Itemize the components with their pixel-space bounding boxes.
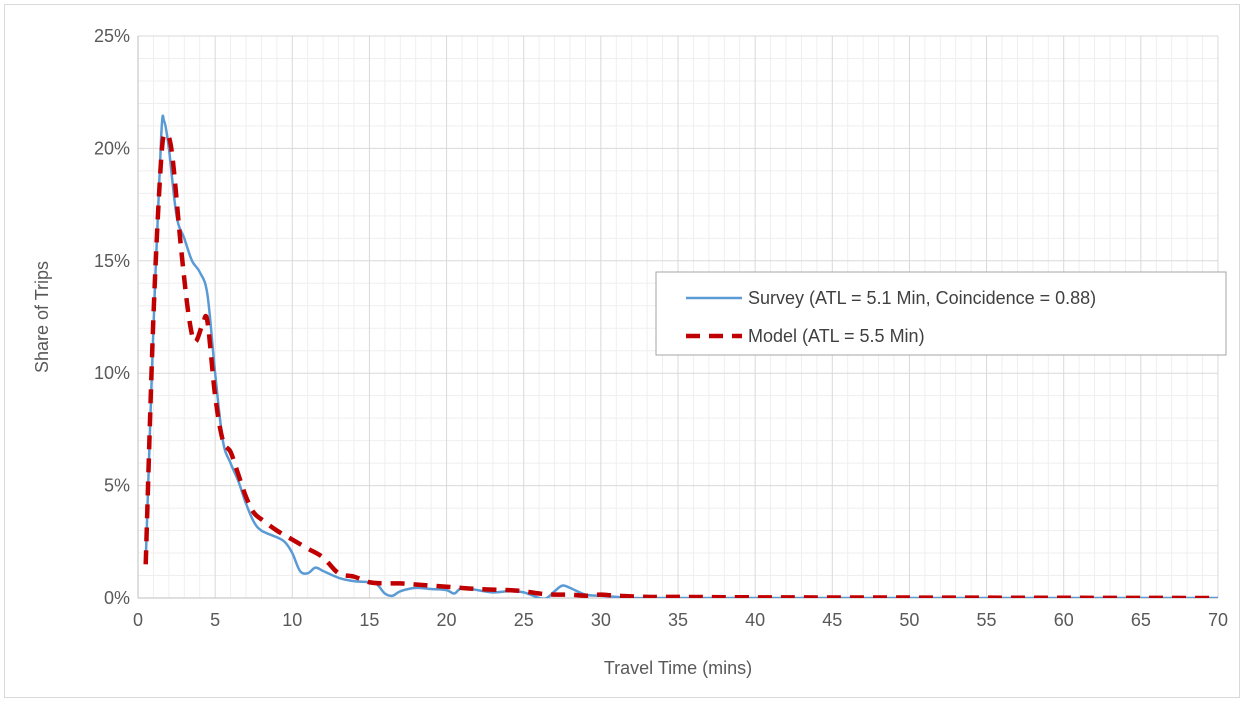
x-tick-label: 10 xyxy=(282,610,302,630)
series-layer xyxy=(143,114,1218,598)
model-series-line xyxy=(143,132,1218,598)
y-tick-label: 20% xyxy=(94,138,130,158)
y-tick-label: 10% xyxy=(94,363,130,383)
x-tick-label: 40 xyxy=(745,610,765,630)
x-tick-label: 5 xyxy=(210,610,220,630)
legend-box xyxy=(655,271,1227,356)
x-tick-label: 35 xyxy=(668,610,688,630)
y-tick-label: 25% xyxy=(94,26,130,46)
x-tick-label: 70 xyxy=(1208,610,1228,630)
x-tick-label: 20 xyxy=(437,610,457,630)
x-tick-label: 55 xyxy=(977,610,997,630)
y-axis-title: Share of Trips xyxy=(32,261,52,373)
x-tick-label: 30 xyxy=(591,610,611,630)
x-tick-label: 50 xyxy=(899,610,919,630)
y-tick-labels: 0% 5% 10% 15% 20% 25% xyxy=(94,26,130,608)
y-tick-label: 15% xyxy=(94,251,130,271)
x-tick-label: 25 xyxy=(514,610,534,630)
legend-survey-label: Survey (ATL = 5.1 Min, Coincidence = 0.8… xyxy=(748,288,1096,308)
survey-series-line xyxy=(144,114,1218,598)
x-tick-label: 0 xyxy=(133,610,143,630)
x-tick-label: 60 xyxy=(1054,610,1074,630)
x-tick-label: 65 xyxy=(1131,610,1151,630)
y-tick-label: 0% xyxy=(104,588,130,608)
x-tick-label: 15 xyxy=(359,610,379,630)
y-tick-label: 5% xyxy=(104,476,130,496)
legend: Survey (ATL = 5.1 Min, Coincidence = 0.8… xyxy=(655,271,1227,356)
x-tick-label: 45 xyxy=(822,610,842,630)
legend-model-label: Model (ATL = 5.5 Min) xyxy=(748,326,925,346)
x-axis-title: Travel Time (mins) xyxy=(604,658,752,678)
x-tick-labels: 0 5 10 15 20 25 30 35 40 45 50 55 60 65 70 xyxy=(133,610,1228,630)
